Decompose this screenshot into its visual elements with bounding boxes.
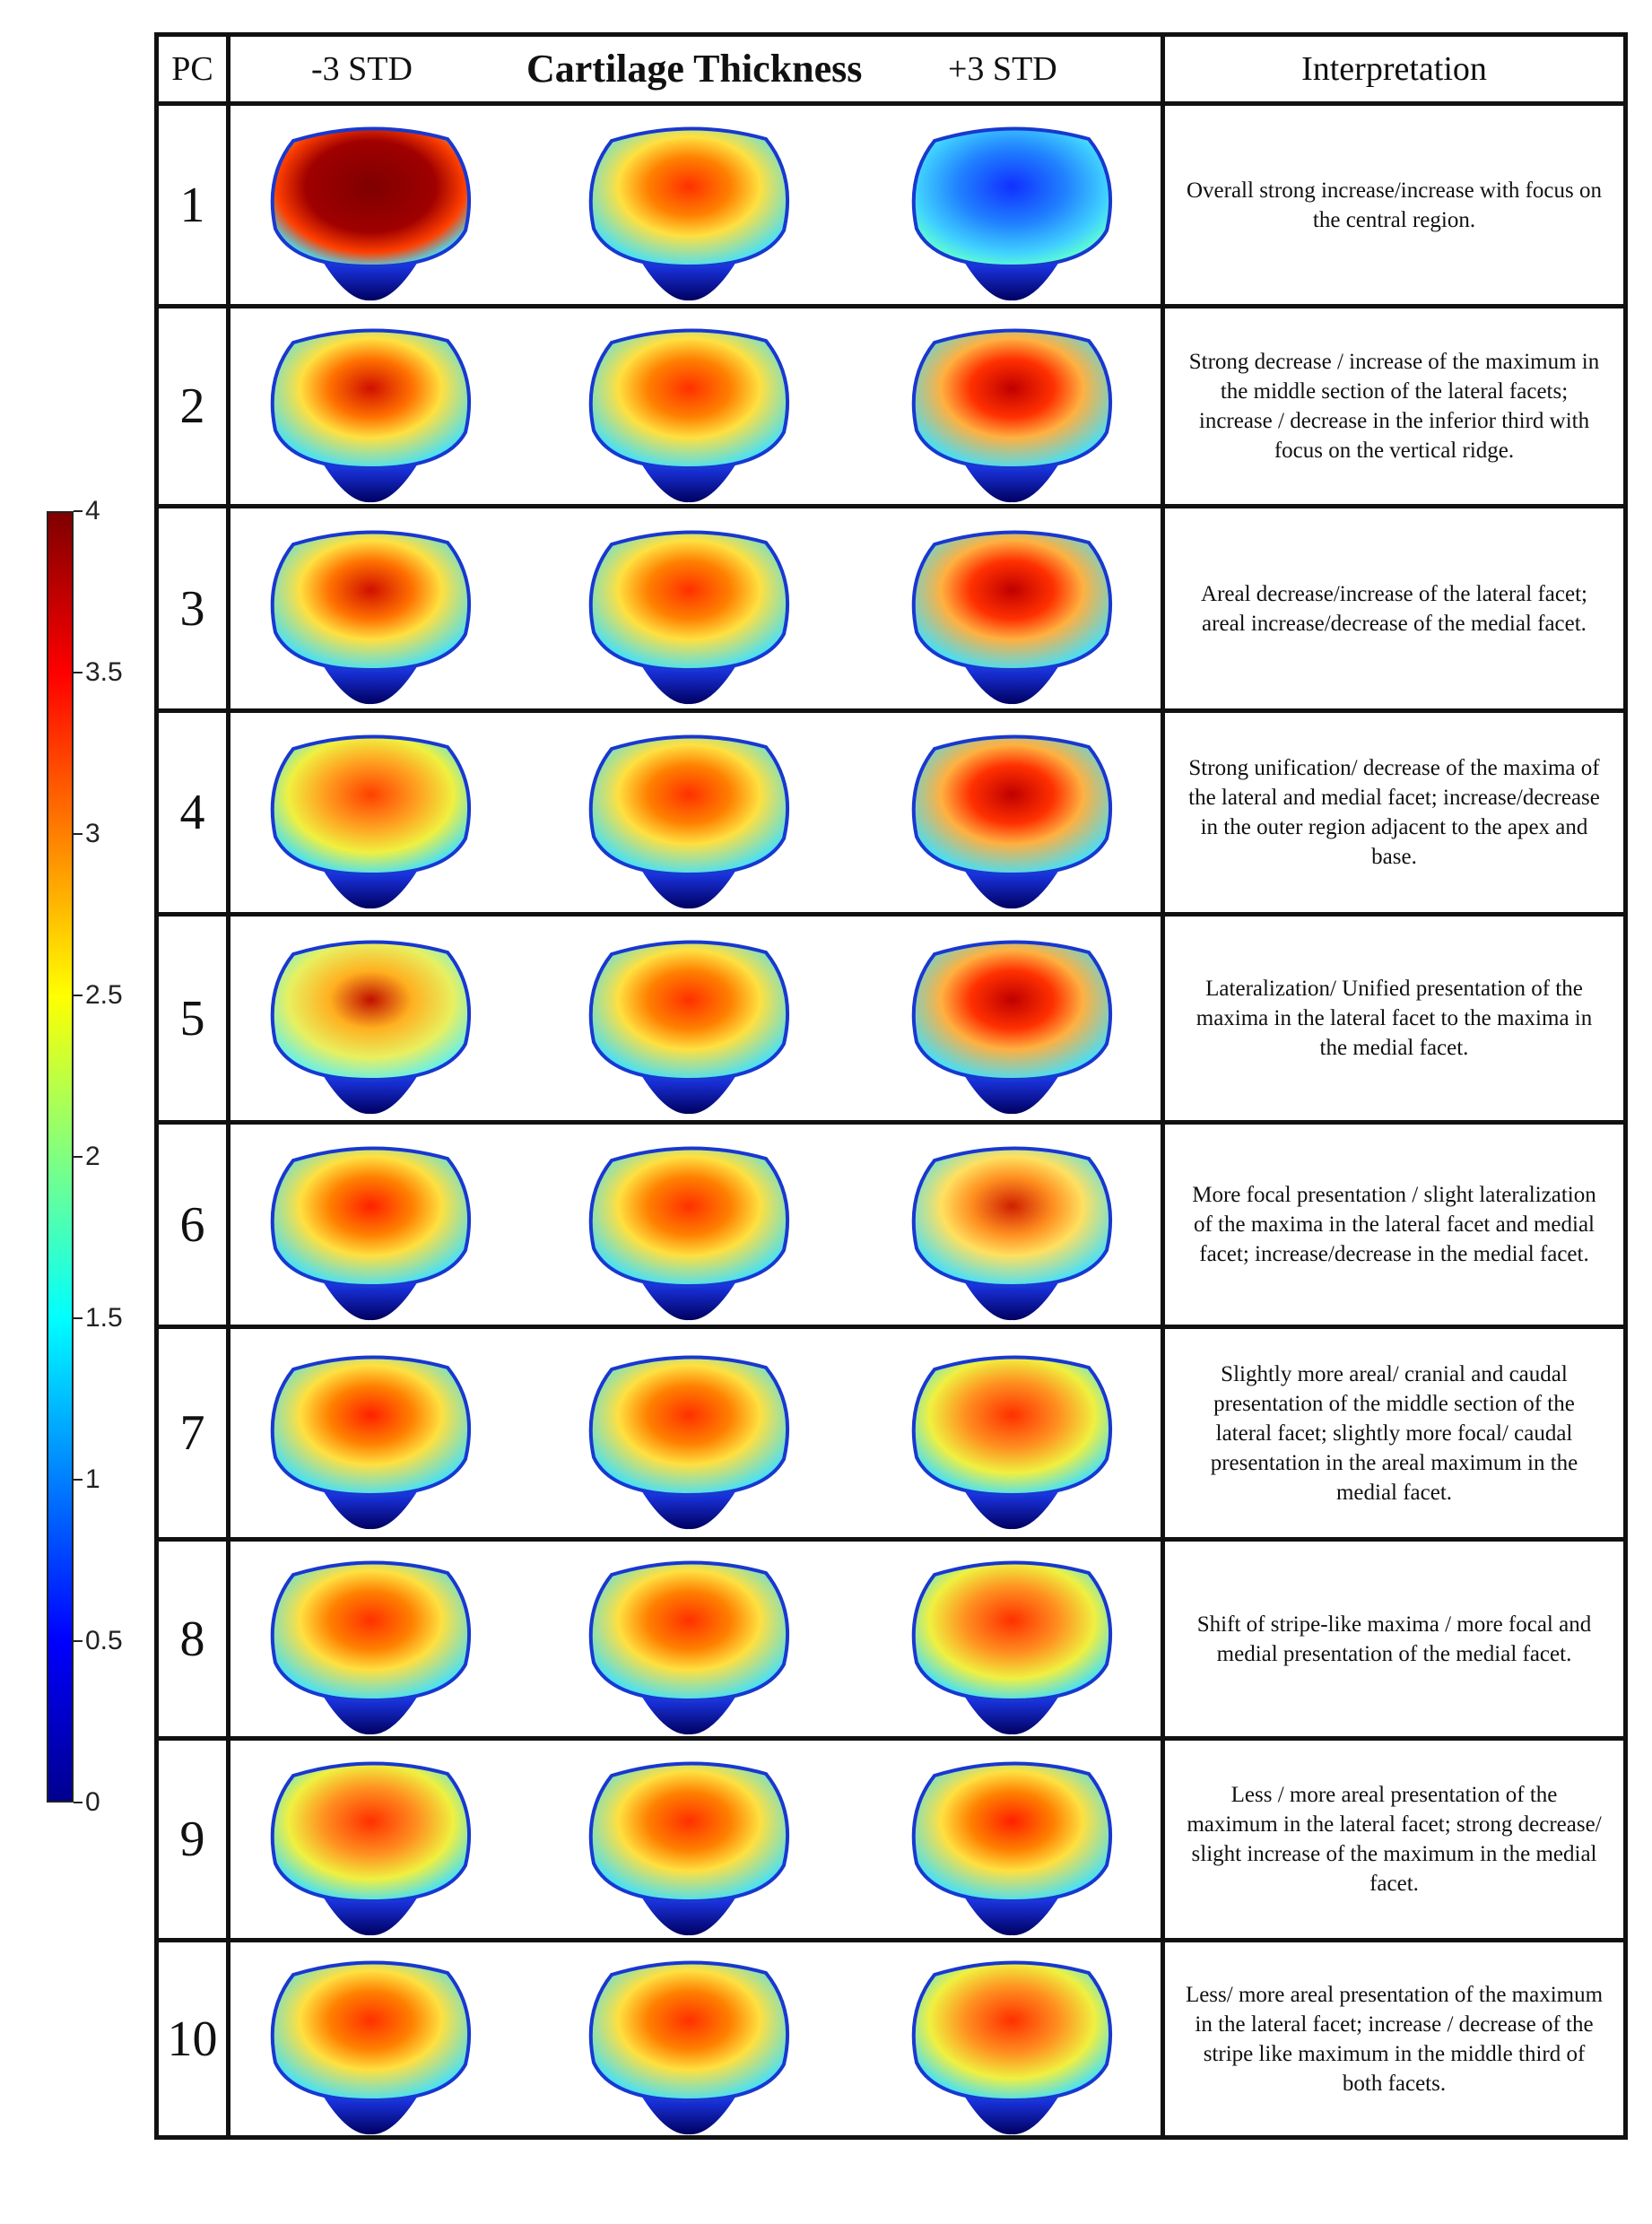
mean-map (585, 325, 793, 504)
thickness-maps (226, 1537, 1165, 1741)
pc-number: 5 (154, 912, 230, 1125)
thickness-maps (226, 912, 1165, 1125)
mean-map (585, 123, 793, 302)
colorbar-tick-label: 2.5 (85, 980, 123, 1010)
plus-3std-map (908, 123, 1116, 302)
pc-row: 2 Strong decrease / increase of the maxi… (154, 304, 1628, 508)
colorbar-tick-label: 1.5 (85, 1303, 123, 1333)
colorbar-tick (74, 833, 83, 835)
plus-3std-map (908, 1557, 1116, 1736)
minus-3std-map (266, 325, 474, 504)
pc-number: 1 (154, 101, 230, 308)
colorbar-tick (74, 1640, 83, 1642)
mean-map (585, 731, 793, 910)
plus-3std-map (908, 1351, 1116, 1531)
header-pc: PC (154, 32, 230, 106)
minus-3std-map (266, 1557, 474, 1736)
thickness-maps (226, 708, 1165, 917)
pc-number: 7 (154, 1325, 230, 1542)
header-interpretation: Interpretation (1161, 32, 1628, 106)
colorbar-tick-label: 2 (85, 1142, 100, 1171)
pc-row: 3 Areal decrease/increase of the lateral… (154, 504, 1628, 713)
colorbar-tick (74, 1156, 83, 1158)
pc-row: 10 Less/ more areal presentation of the … (154, 1938, 1628, 2140)
thickness-maps (226, 1325, 1165, 1542)
plus-3std-map (908, 325, 1116, 504)
interpretation-text: Lateralization/ Unified presentation of … (1161, 912, 1628, 1125)
colorbar-tick (74, 1802, 83, 1803)
header-plus-std: +3 STD (948, 50, 1057, 88)
minus-3std-map (266, 1142, 474, 1322)
plus-3std-map (908, 1957, 1116, 2136)
pc-number: 6 (154, 1120, 230, 1329)
interpretation-text: Slightly more areal/ cranial and caudal … (1161, 1325, 1628, 1542)
plus-3std-map (908, 526, 1116, 706)
interpretation-text: Shift of stripe-like maxima / more focal… (1161, 1537, 1628, 1741)
plus-3std-map (908, 936, 1116, 1116)
colorbar-tick-label: 1 (85, 1464, 100, 1494)
pc-row: 9 Less / more areal presentation of the … (154, 1736, 1628, 1942)
pc-number: 2 (154, 304, 230, 508)
colorbar-tick-label: 4 (85, 496, 100, 526)
header-images: -3 STD Cartilage Thickness +3 STD (226, 32, 1165, 106)
colorbar-tick-label: 0.5 (85, 1626, 123, 1655)
pc-number: 4 (154, 708, 230, 917)
colorbar-tick (74, 510, 83, 512)
mean-map (585, 936, 793, 1116)
interpretation-text: More focal presentation / slight lateral… (1161, 1120, 1628, 1329)
header-minus-std: -3 STD (311, 50, 413, 88)
interpretation-text: Overall strong increase/increase with fo… (1161, 101, 1628, 308)
plus-3std-map (908, 731, 1116, 910)
mean-map (585, 1957, 793, 2136)
header-title: Cartilage Thickness (526, 47, 863, 91)
header-row: PC -3 STD Cartilage Thickness +3 STD Int… (154, 32, 1628, 106)
pc-row: 8 Shift of stripe-like maxima / more foc… (154, 1537, 1628, 1741)
colorbar-tick-label: 3.5 (85, 657, 123, 687)
thickness-maps (226, 504, 1165, 713)
colorbar-tick (74, 1317, 83, 1319)
colorbar-tick-label: 0 (85, 1787, 100, 1817)
thickness-maps (226, 1938, 1165, 2140)
pc-row: 4 Strong unification/ decrease of the ma… (154, 708, 1628, 917)
minus-3std-map (266, 936, 474, 1116)
pc-row: 7 Slightly more areal/ cranial and cauda… (154, 1325, 1628, 1542)
colorbar-tick (74, 672, 83, 673)
colorbar-tick (74, 1479, 83, 1481)
mean-map (585, 1758, 793, 1937)
pc-number: 8 (154, 1537, 230, 1741)
plus-3std-map (908, 1758, 1116, 1937)
minus-3std-map (266, 1758, 474, 1937)
minus-3std-map (266, 731, 474, 910)
interpretation-text: Strong unification/ decrease of the maxi… (1161, 708, 1628, 917)
thickness-maps (226, 1120, 1165, 1329)
pc-number: 3 (154, 504, 230, 713)
thickness-maps (226, 1736, 1165, 1942)
plus-3std-map (908, 1142, 1116, 1322)
mean-map (585, 526, 793, 706)
pc-row: 1 Overall strong increase/increase with … (154, 101, 1628, 308)
minus-3std-map (266, 526, 474, 706)
colorbar (47, 511, 74, 1803)
colorbar-tick-label: 3 (85, 819, 100, 848)
mean-map (585, 1557, 793, 1736)
minus-3std-map (266, 1351, 474, 1531)
interpretation-text: Less/ more areal presentation of the max… (1161, 1938, 1628, 2140)
minus-3std-map (266, 1957, 474, 2136)
pc-row: 6 More focal presentation / slight later… (154, 1120, 1628, 1329)
interpretation-text: Areal decrease/increase of the lateral f… (1161, 504, 1628, 713)
mean-map (585, 1351, 793, 1531)
interpretation-text: Less / more areal presentation of the ma… (1161, 1736, 1628, 1942)
pc-number: 9 (154, 1736, 230, 1942)
thickness-maps (226, 304, 1165, 508)
pc-number: 10 (154, 1938, 230, 2140)
minus-3std-map (266, 123, 474, 302)
pc-row: 5 Lateralization/ Unified presentation o… (154, 912, 1628, 1125)
thickness-maps (226, 101, 1165, 308)
interpretation-text: Strong decrease / increase of the maximu… (1161, 304, 1628, 508)
pc-table: PC -3 STD Cartilage Thickness +3 STD Int… (154, 32, 1628, 2140)
mean-map (585, 1142, 793, 1322)
colorbar-tick (74, 995, 83, 996)
